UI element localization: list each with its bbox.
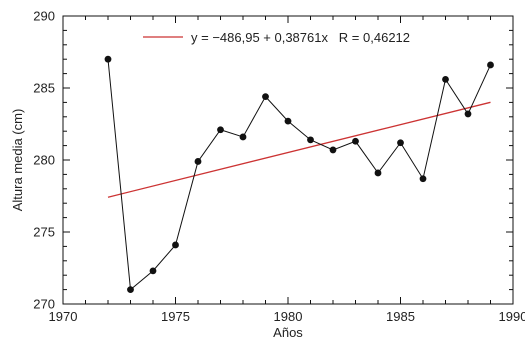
data-point xyxy=(307,136,314,144)
data-point xyxy=(487,61,494,69)
data-point xyxy=(239,133,247,141)
data-point xyxy=(127,286,134,293)
data-point xyxy=(329,146,337,154)
data-point xyxy=(464,110,472,118)
y-tick-label: 285 xyxy=(33,81,55,96)
data-point xyxy=(194,158,202,165)
data-point xyxy=(149,267,157,275)
y-tick-label: 275 xyxy=(33,225,55,240)
x-tick-label: 1990 xyxy=(499,309,525,324)
data-point xyxy=(217,126,224,134)
data-point xyxy=(419,175,427,183)
x-axis-label: Años xyxy=(273,325,303,340)
data-point xyxy=(352,137,359,145)
data-point xyxy=(284,117,292,125)
data-point xyxy=(172,241,179,249)
legend-label-trend: y = −486,95 + 0,38761x R = 0,46212 xyxy=(191,30,410,45)
data-point xyxy=(374,169,382,177)
x-tick-label: 1975 xyxy=(161,309,190,324)
data-point xyxy=(104,55,112,63)
data-point xyxy=(397,139,404,147)
plot-frame xyxy=(62,15,514,305)
y-tick-label: 280 xyxy=(33,153,55,168)
data-point xyxy=(262,93,269,101)
series-line xyxy=(107,59,491,291)
x-tick-label: 1970 xyxy=(49,309,78,324)
data-point xyxy=(442,75,449,83)
y-tick-label: 290 xyxy=(33,9,55,24)
x-tick-label: 1980 xyxy=(274,309,303,324)
y-axis-label: Altura media (cm) xyxy=(10,109,25,212)
x-tick-label: 1985 xyxy=(386,309,415,324)
y-tick-label: 270 xyxy=(33,297,55,312)
trend-line xyxy=(107,101,491,198)
